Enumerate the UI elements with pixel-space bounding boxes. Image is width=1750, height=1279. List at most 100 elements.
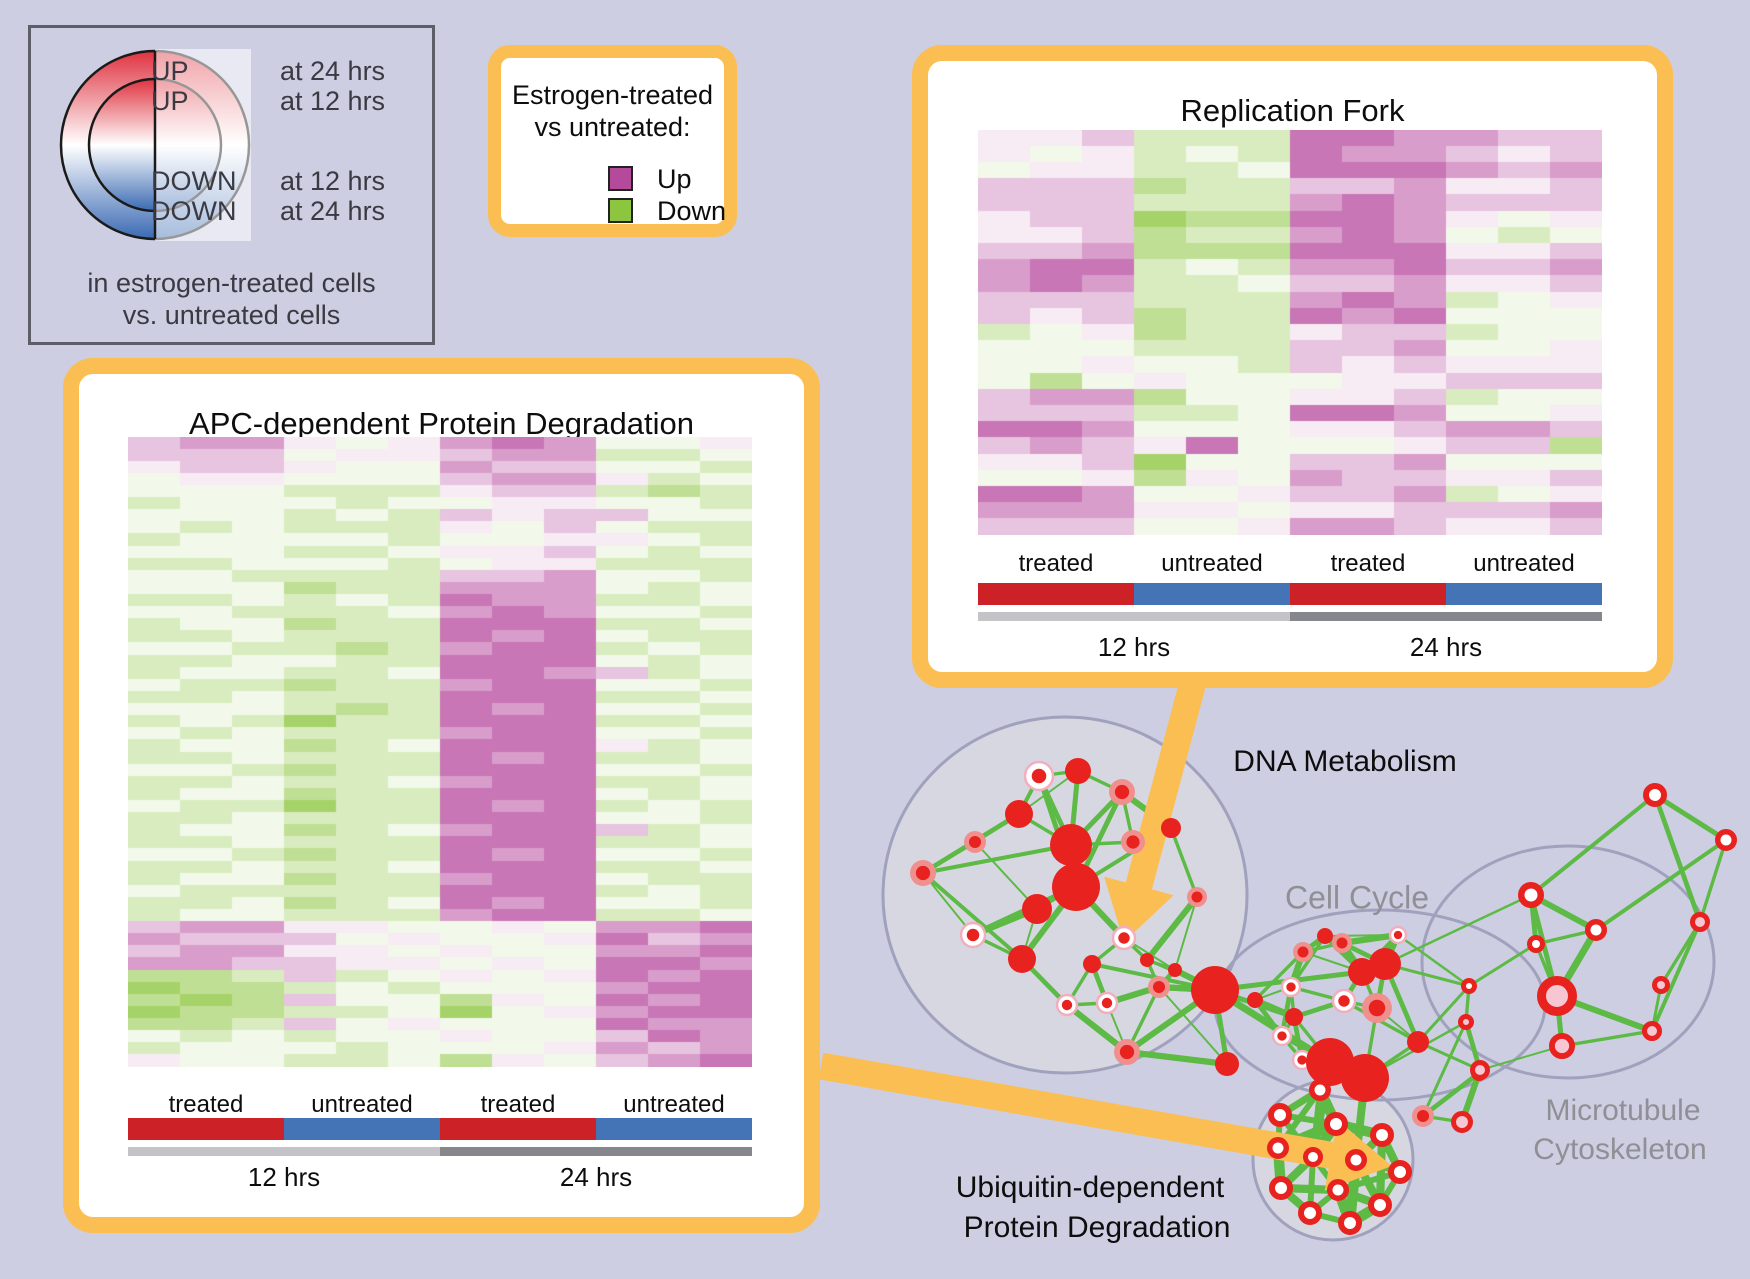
edge: [1416, 984, 1471, 1044]
edge: [1018, 812, 1072, 847]
legend-caption-line1: in estrogen-treated cells: [87, 268, 376, 298]
group-label-untreated-1: untreated: [1161, 550, 1263, 577]
gene-node-pink: [1187, 887, 1207, 907]
edge: [1074, 826, 1173, 889]
edge: [1278, 1154, 1316, 1191]
edge: [1528, 894, 1560, 997]
replication-fork-title: Replication Fork: [1180, 93, 1405, 128]
edge: [1120, 789, 1173, 831]
edge: [974, 841, 1038, 910]
gene-node-solid: [1052, 863, 1100, 911]
edge: [1353, 1132, 1385, 1163]
edge: [1382, 933, 1401, 966]
edge: [1397, 933, 1470, 988]
gene-node-halo-core: [1338, 995, 1350, 1007]
edge: [1344, 1159, 1362, 1224]
gene-node-pink: [1148, 976, 1170, 998]
gene-node-ring: [1461, 978, 1477, 994]
gene-node-solid: [1140, 953, 1154, 967]
gene-node-solid: [1050, 824, 1092, 866]
gene-node-pinkcore: [1458, 1014, 1474, 1030]
edge: [1555, 993, 1654, 1034]
gene-node-ring: [1269, 1176, 1293, 1200]
edge: [1254, 986, 1292, 1001]
color-legend-title-line2: vs untreated:: [534, 112, 691, 142]
group-label-untreated-3: untreated: [1473, 550, 1575, 577]
edge: [1158, 983, 1216, 994]
edge: [1363, 1007, 1379, 1079]
gene-node-ring: [1370, 1123, 1394, 1147]
apc-degradation-heatmap: [128, 437, 752, 1067]
edge: [1289, 986, 1296, 1018]
edge: [921, 871, 1024, 961]
gene-node-halo-core: [1277, 1031, 1287, 1041]
edge: [1421, 1071, 1481, 1118]
edge: [1309, 1061, 1334, 1158]
edge: [922, 843, 1072, 875]
edge: [1333, 1188, 1355, 1225]
edge: [1122, 936, 1149, 962]
edge: [972, 933, 1023, 961]
gene-node-ring: [1527, 935, 1545, 953]
edge: [1421, 1021, 1468, 1117]
color-legend-title-line1: Estrogen-treated: [511, 80, 714, 110]
edge: [1360, 933, 1400, 974]
gene-node-pink-core: [1297, 946, 1309, 958]
edge: [1361, 962, 1386, 974]
gene-node-ring: [1268, 1103, 1292, 1127]
edge: [1529, 793, 1657, 897]
gene-node-pinkcore: [1451, 1111, 1473, 1133]
replication-fork-heatmap: [978, 130, 1602, 535]
edge: [1212, 989, 1230, 1065]
gene-node-halo: [1331, 988, 1357, 1014]
apc-degradation-title: APC-dependent Protein Degradation: [189, 406, 694, 441]
edge: [1125, 986, 1161, 1053]
gene-node-solid: [1161, 818, 1181, 838]
edge: [1307, 1156, 1316, 1214]
edge: [1144, 895, 1200, 962]
time-label-24hrs: 24 hrs: [1409, 632, 1483, 662]
edge: [1324, 934, 1343, 945]
gene-node-halo-core: [1061, 999, 1073, 1011]
cluster-label-ubiquitin-dependent: Ubiquitin-dependent: [955, 1171, 1225, 1204]
edge: [1339, 941, 1365, 974]
cluster-dna-metabolism: [881, 715, 1249, 1075]
gene-node-solid: [1022, 894, 1052, 924]
edge: [1312, 1151, 1357, 1166]
edge: [1169, 827, 1199, 898]
gene-node-ring: [1267, 1137, 1289, 1159]
gene-node-pink-core: [1416, 1109, 1430, 1123]
edge: [1021, 908, 1038, 960]
gene-node-ring: [1388, 1160, 1412, 1184]
gene-node-pink: [1293, 942, 1313, 962]
edge: [1659, 921, 1702, 986]
edge: [1174, 896, 1198, 971]
gene-node-pink: [1109, 779, 1135, 805]
edge: [1698, 839, 1728, 923]
gene-node-ring: [1518, 882, 1544, 908]
edge: [1069, 844, 1078, 888]
legend-up-outer: UP: [151, 56, 189, 86]
cluster-label-microtubule: Microtubule: [1545, 1094, 1701, 1127]
edge: [1293, 998, 1345, 1020]
edge: [1374, 963, 1388, 1009]
edge: [1158, 984, 1216, 993]
time-label-12hrs: 12 hrs: [247, 1162, 321, 1192]
edge: [1331, 1121, 1361, 1163]
untreated-bar: [596, 1118, 752, 1140]
gene-node-pink: [910, 860, 936, 886]
gene-node-solid: [1369, 948, 1401, 980]
edge: [1213, 989, 1229, 1065]
gene-node-pink: [1362, 993, 1392, 1023]
edge: [1173, 967, 1217, 993]
edge: [1535, 928, 1597, 946]
edge: [1323, 934, 1364, 974]
edge: [1534, 943, 1559, 997]
edge: [1291, 1016, 1305, 1061]
edge: [1355, 1157, 1401, 1175]
edge: [1468, 943, 1537, 987]
edge: [1341, 931, 1399, 947]
edge: [1277, 1113, 1316, 1159]
edge: [1310, 1155, 1341, 1192]
